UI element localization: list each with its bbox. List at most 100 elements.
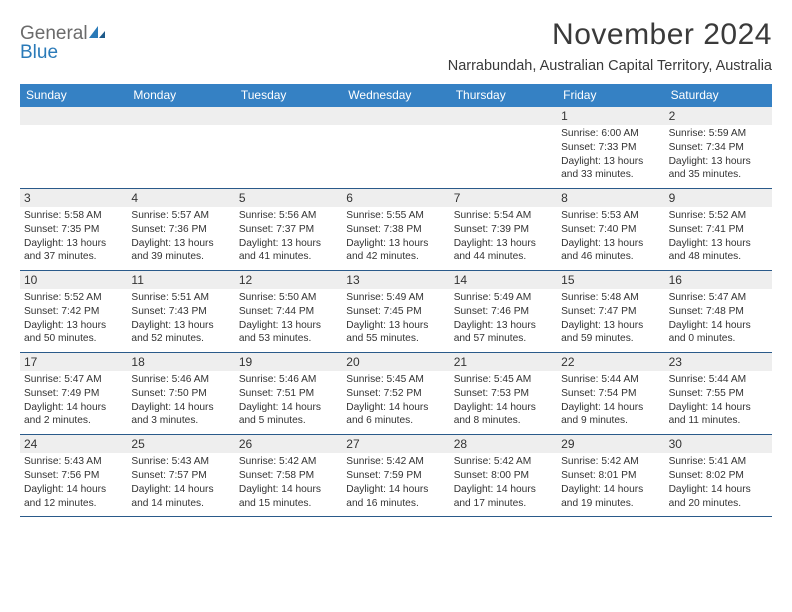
week-row: 24 Sunrise: 5:43 AMSunset: 7:56 PMDayligh… bbox=[20, 435, 772, 517]
day-cell: 1Sunrise: 6:00 AMSunset: 7:33 PMDaylight… bbox=[557, 107, 664, 188]
day-number: 27 bbox=[346, 437, 445, 451]
day-number-bar: 7 bbox=[450, 189, 557, 207]
day-detail-text: Sunrise: 5:54 AMSunset: 7:39 PMDaylight:… bbox=[454, 209, 553, 264]
day-detail-text: Sunrise: 5:43 AMSunset: 7:57 PMDaylight:… bbox=[131, 455, 230, 510]
day-cell bbox=[127, 107, 234, 188]
day-number-bar bbox=[235, 107, 342, 125]
week-row: 17 Sunrise: 5:47 AMSunset: 7:49 PMDayligh… bbox=[20, 353, 772, 435]
weekday-header: Tuesday bbox=[235, 84, 342, 107]
weekday-header: Saturday bbox=[665, 84, 772, 107]
day-cell: 12Sunrise: 5:50 AMSunset: 7:44 PMDayligh… bbox=[235, 271, 342, 352]
week-row: 1Sunrise: 6:00 AMSunset: 7:33 PMDaylight… bbox=[20, 107, 772, 189]
day-detail-text: Sunrise: 5:49 AMSunset: 7:46 PMDaylight:… bbox=[454, 291, 553, 346]
day-number-bar: 4 bbox=[127, 189, 234, 207]
day-detail-text: Sunrise: 5:51 AMSunset: 7:43 PMDaylight:… bbox=[131, 291, 230, 346]
day-number: 7 bbox=[454, 191, 553, 205]
day-cell: 26 Sunrise: 5:42 AMSunset: 7:58 PMDayligh… bbox=[235, 435, 342, 516]
day-number: 6 bbox=[346, 191, 445, 205]
day-number: 29 bbox=[561, 437, 660, 451]
day-detail-text: Sunrise: 5:41 AMSunset: 8:02 PMDaylight:… bbox=[669, 455, 768, 510]
day-cell: 25 Sunrise: 5:43 AMSunset: 7:57 PMDayligh… bbox=[127, 435, 234, 516]
day-number-bar: 21 bbox=[450, 353, 557, 371]
day-number-bar: 15 bbox=[557, 271, 664, 289]
day-number bbox=[131, 109, 230, 123]
day-detail-text: Sunrise: 5:58 AMSunset: 7:35 PMDaylight:… bbox=[24, 209, 123, 264]
day-number: 22 bbox=[561, 355, 660, 369]
day-cell bbox=[450, 107, 557, 188]
day-number-bar: 2 bbox=[665, 107, 772, 125]
day-detail-text: Sunrise: 6:00 AMSunset: 7:33 PMDaylight:… bbox=[561, 127, 660, 182]
day-number-bar: 12 bbox=[235, 271, 342, 289]
weekday-header: Monday bbox=[127, 84, 234, 107]
day-cell: 30 Sunrise: 5:41 AMSunset: 8:02 PMDayligh… bbox=[665, 435, 772, 516]
day-number-bar: 14 bbox=[450, 271, 557, 289]
calendar-page: General Blue November 2024 Narrabundah, … bbox=[0, 0, 792, 517]
brand-logo: General Blue bbox=[20, 18, 106, 62]
day-cell: 14 Sunrise: 5:49 AMSunset: 7:46 PMDayligh… bbox=[450, 271, 557, 352]
day-detail-text: Sunrise: 5:47 AMSunset: 7:48 PMDaylight:… bbox=[669, 291, 768, 346]
day-number bbox=[239, 109, 338, 123]
day-number: 19 bbox=[239, 355, 338, 369]
day-cell: 18Sunrise: 5:46 AMSunset: 7:50 PMDayligh… bbox=[127, 353, 234, 434]
day-number: 24 bbox=[24, 437, 123, 451]
week-row: 3 Sunrise: 5:58 AMSunset: 7:35 PMDaylight… bbox=[20, 189, 772, 271]
day-detail-text: Sunrise: 5:42 AMSunset: 7:59 PMDaylight:… bbox=[346, 455, 445, 510]
day-number: 14 bbox=[454, 273, 553, 287]
day-number: 26 bbox=[239, 437, 338, 451]
day-cell: 24 Sunrise: 5:43 AMSunset: 7:56 PMDayligh… bbox=[20, 435, 127, 516]
day-number-bar: 8 bbox=[557, 189, 664, 207]
day-number: 13 bbox=[346, 273, 445, 287]
day-number: 17 bbox=[24, 355, 123, 369]
day-cell: 22Sunrise: 5:44 AMSunset: 7:54 PMDayligh… bbox=[557, 353, 664, 434]
day-cell: 6Sunrise: 5:55 AMSunset: 7:38 PMDaylight… bbox=[342, 189, 449, 270]
day-cell: 8 Sunrise: 5:53 AMSunset: 7:40 PMDaylight… bbox=[557, 189, 664, 270]
day-number-bar: 19 bbox=[235, 353, 342, 371]
logo-word-blue: Blue bbox=[20, 43, 106, 62]
day-number-bar: 23 bbox=[665, 353, 772, 371]
logo-line1: General bbox=[20, 24, 106, 43]
day-number: 3 bbox=[24, 191, 123, 205]
logo-word-general: General bbox=[20, 23, 88, 44]
month-title: November 2024 bbox=[448, 18, 772, 52]
weeks-container: 1Sunrise: 6:00 AMSunset: 7:33 PMDaylight… bbox=[20, 107, 772, 517]
day-cell bbox=[20, 107, 127, 188]
day-number-bar: 30 bbox=[665, 435, 772, 453]
logo-text-block: General Blue bbox=[20, 24, 106, 62]
day-number: 23 bbox=[669, 355, 768, 369]
day-number-bar: 6 bbox=[342, 189, 449, 207]
day-detail-text: Sunrise: 5:42 AMSunset: 8:00 PMDaylight:… bbox=[454, 455, 553, 510]
day-number-bar: 24 bbox=[20, 435, 127, 453]
day-detail-text: Sunrise: 5:45 AMSunset: 7:53 PMDaylight:… bbox=[454, 373, 553, 428]
sail-icon bbox=[88, 24, 106, 43]
title-block: November 2024 Narrabundah, Australian Ca… bbox=[448, 18, 772, 74]
day-number-bar: 25 bbox=[127, 435, 234, 453]
day-cell: 20Sunrise: 5:45 AMSunset: 7:52 PMDayligh… bbox=[342, 353, 449, 434]
day-number-bar: 17 bbox=[20, 353, 127, 371]
day-number: 21 bbox=[454, 355, 553, 369]
day-number-bar: 29 bbox=[557, 435, 664, 453]
day-detail-text: Sunrise: 5:48 AMSunset: 7:47 PMDaylight:… bbox=[561, 291, 660, 346]
day-detail-text: Sunrise: 5:53 AMSunset: 7:40 PMDaylight:… bbox=[561, 209, 660, 264]
day-cell bbox=[342, 107, 449, 188]
day-cell: 9Sunrise: 5:52 AMSunset: 7:41 PMDaylight… bbox=[665, 189, 772, 270]
day-cell: 13 Sunrise: 5:49 AMSunset: 7:45 PMDayligh… bbox=[342, 271, 449, 352]
day-detail-text: Sunrise: 5:47 AMSunset: 7:49 PMDaylight:… bbox=[24, 373, 123, 428]
day-detail-text: Sunrise: 5:56 AMSunset: 7:37 PMDaylight:… bbox=[239, 209, 338, 264]
calendar-grid: Sunday Monday Tuesday Wednesday Thursday… bbox=[20, 84, 772, 517]
day-cell: 4Sunrise: 5:57 AMSunset: 7:36 PMDaylight… bbox=[127, 189, 234, 270]
day-detail-text: Sunrise: 5:42 AMSunset: 7:58 PMDaylight:… bbox=[239, 455, 338, 510]
day-detail-text: Sunrise: 5:46 AMSunset: 7:50 PMDaylight:… bbox=[131, 373, 230, 428]
day-number-bar: 11 bbox=[127, 271, 234, 289]
weekday-header: Friday bbox=[557, 84, 664, 107]
day-detail-text: Sunrise: 5:49 AMSunset: 7:45 PMDaylight:… bbox=[346, 291, 445, 346]
day-number-bar bbox=[450, 107, 557, 125]
header-row: General Blue November 2024 Narrabundah, … bbox=[20, 18, 772, 74]
day-detail-text: Sunrise: 5:52 AMSunset: 7:42 PMDaylight:… bbox=[24, 291, 123, 346]
day-cell: 21 Sunrise: 5:45 AMSunset: 7:53 PMDayligh… bbox=[450, 353, 557, 434]
day-cell: 19Sunrise: 5:46 AMSunset: 7:51 PMDayligh… bbox=[235, 353, 342, 434]
day-number: 4 bbox=[131, 191, 230, 205]
weekday-header: Wednesday bbox=[342, 84, 449, 107]
day-detail-text: Sunrise: 5:43 AMSunset: 7:56 PMDaylight:… bbox=[24, 455, 123, 510]
day-number-bar: 16 bbox=[665, 271, 772, 289]
day-number-bar: 27 bbox=[342, 435, 449, 453]
